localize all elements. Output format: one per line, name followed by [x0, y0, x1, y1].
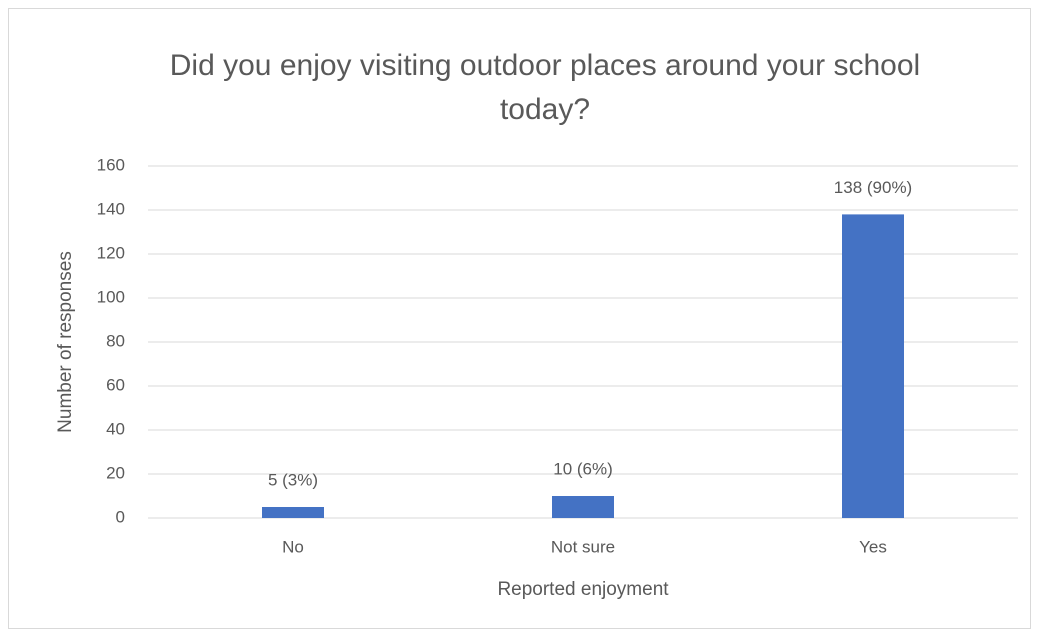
y-tick-label: 60	[106, 375, 125, 394]
bar	[552, 496, 614, 518]
y-tick-label: 100	[97, 287, 125, 306]
y-tick-label: 0	[116, 507, 125, 526]
data-label: 138 (90%)	[834, 178, 912, 197]
y-tick-label: 80	[106, 331, 125, 350]
y-axis-title: Number of responses	[55, 251, 76, 433]
x-tick-label: Not sure	[551, 537, 615, 556]
y-tick-label: 40	[106, 419, 125, 438]
x-tick-label: No	[282, 537, 304, 556]
data-label: 5 (3%)	[268, 470, 318, 489]
data-label: 10 (6%)	[553, 459, 613, 478]
chart-title: Did you enjoy visiting outdoor places ar…	[169, 49, 921, 126]
y-tick-label: 140	[97, 199, 125, 218]
x-axis-title: Reported enjoyment	[497, 579, 669, 600]
bar	[842, 214, 904, 518]
y-tick-label: 120	[97, 243, 125, 262]
y-tick-label: 20	[106, 463, 125, 482]
bar	[262, 507, 324, 518]
y-tick-label: 160	[97, 155, 125, 174]
x-tick-label: Yes	[859, 537, 887, 556]
